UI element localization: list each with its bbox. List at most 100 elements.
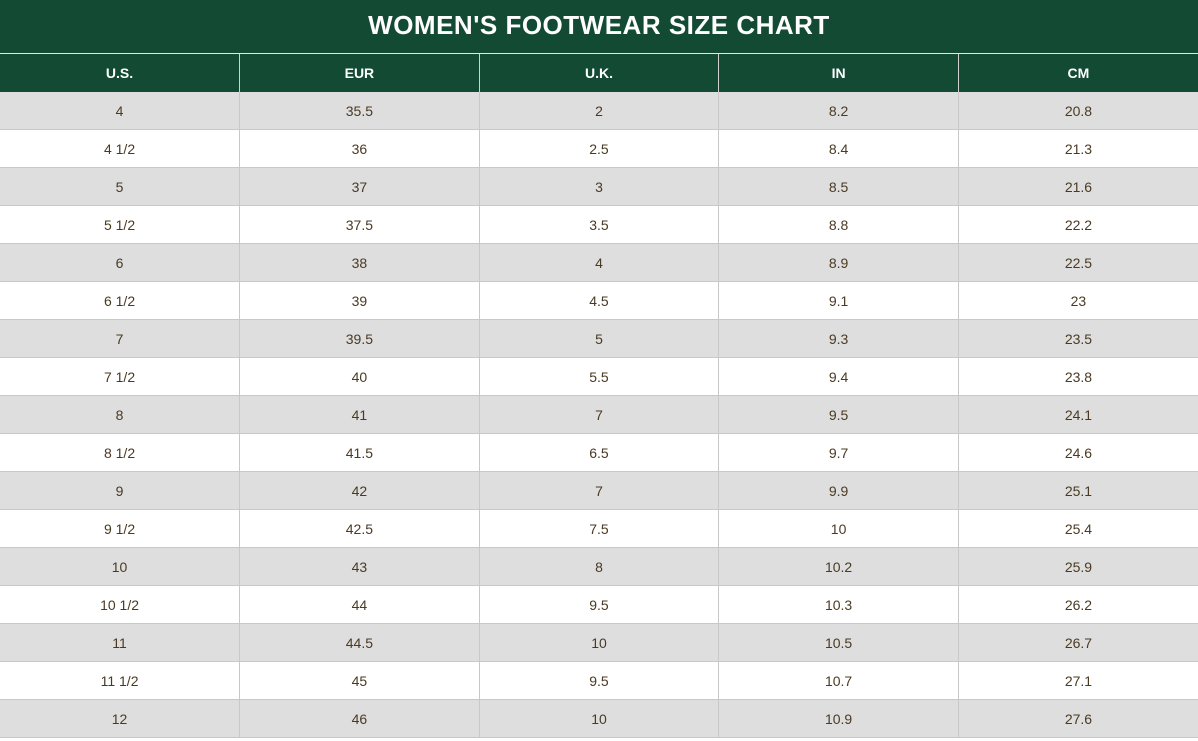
table-cell: 38 <box>239 243 480 282</box>
table-cell: 2 <box>478 92 719 130</box>
table-row: 11 44.5 10 10.5 26.7 <box>0 623 1198 662</box>
table-cell: 12 <box>0 699 240 738</box>
table-cell: 7.5 <box>478 509 719 548</box>
table-cell: 24.1 <box>957 395 1198 434</box>
table-cell: 23.8 <box>957 357 1198 396</box>
table-cell: 44 <box>239 585 480 624</box>
table-cell: 9.3 <box>718 319 959 358</box>
table-cell: 21.6 <box>957 167 1198 206</box>
table-cell: 24.6 <box>957 433 1198 472</box>
table-cell: 9 1/2 <box>0 509 240 548</box>
table-row: 7 39.5 5 9.3 23.5 <box>0 319 1198 358</box>
table-cell: 10 <box>478 623 719 662</box>
table-row: 7 1/2 40 5.5 9.4 23.8 <box>0 357 1198 396</box>
table-cell: 9 <box>0 471 240 510</box>
table-cell: 44.5 <box>239 623 480 662</box>
table-cell: 11 <box>0 623 240 662</box>
table-cell: 9.5 <box>478 661 719 700</box>
table-cell: 45 <box>239 661 480 700</box>
table-cell: 41 <box>239 395 480 434</box>
table-cell: 25.1 <box>957 471 1198 510</box>
table-row: 8 1/2 41.5 6.5 9.7 24.6 <box>0 433 1198 472</box>
table-cell: 35.5 <box>239 92 480 130</box>
table-cell: 10.9 <box>718 699 959 738</box>
table-row: 12 46 10 10.9 27.6 <box>0 699 1198 738</box>
title: WOMEN'S FOOTWEAR SIZE CHART <box>0 0 1198 54</box>
table-cell: 9.5 <box>478 585 719 624</box>
table-cell: 41.5 <box>239 433 480 472</box>
table-cell: 10 <box>0 547 240 586</box>
table-cell: 7 <box>478 471 719 510</box>
table-cell: 25.9 <box>957 547 1198 586</box>
table-cell: 5.5 <box>478 357 719 396</box>
table-cell: 26.7 <box>957 623 1198 662</box>
table-row: 4 35.5 2 8.2 20.8 <box>0 92 1198 130</box>
table-cell: 22.5 <box>957 243 1198 282</box>
table-row: 9 42 7 9.9 25.1 <box>0 471 1198 510</box>
table-cell: 9.5 <box>718 395 959 434</box>
table-cell: 4 <box>478 243 719 282</box>
table-cell: 8.2 <box>718 92 959 130</box>
table-cell: 8 <box>478 547 719 586</box>
table-cell: 20.8 <box>957 92 1198 130</box>
table-cell: 46 <box>239 699 480 738</box>
table-cell: 3 <box>478 167 719 206</box>
table-cell: 5 <box>478 319 719 358</box>
table-cell: 39.5 <box>239 319 480 358</box>
table-cell: 27.1 <box>957 661 1198 700</box>
column-header: U.K. <box>478 54 719 92</box>
table-cell: 10.3 <box>718 585 959 624</box>
table-cell: 10 1/2 <box>0 585 240 624</box>
table-cell: 7 1/2 <box>0 357 240 396</box>
table-cell: 10.5 <box>718 623 959 662</box>
table-cell: 10.7 <box>718 661 959 700</box>
table-body: 4 35.5 2 8.2 20.8 4 1/2 36 2.5 8.4 21.3 5 37 3 8.5 21.… <box>0 92 1198 738</box>
table-cell: 8.8 <box>718 205 959 244</box>
table-cell: 3.5 <box>478 205 719 244</box>
column-header: U.S. <box>0 54 240 92</box>
table-cell: 25.4 <box>957 509 1198 548</box>
table-row: 6 38 4 8.9 22.5 <box>0 243 1198 282</box>
table-cell: 37 <box>239 167 480 206</box>
table-cell: 22.2 <box>957 205 1198 244</box>
table-cell: 4 <box>0 92 240 130</box>
table-row: 11 1/2 45 9.5 10.7 27.1 <box>0 661 1198 700</box>
table-cell: 6 1/2 <box>0 281 240 320</box>
table-cell: 5 1/2 <box>0 205 240 244</box>
table-cell: 10 <box>478 699 719 738</box>
table-row: 8 41 7 9.5 24.1 <box>0 395 1198 434</box>
table-row: 10 1/2 44 9.5 10.3 26.2 <box>0 585 1198 624</box>
table-cell: 9.7 <box>718 433 959 472</box>
table-row: 6 1/2 39 4.5 9.1 23 <box>0 281 1198 320</box>
size-table: U.S. EUR U.K. IN CM 4 35.5 2 8.2 20.8 4 1/2 36 2.5 8… <box>0 54 1198 738</box>
table-cell: 9.9 <box>718 471 959 510</box>
table-cell: 42 <box>239 471 480 510</box>
table-cell: 8 1/2 <box>0 433 240 472</box>
table-cell: 8.4 <box>718 129 959 168</box>
table-cell: 6 <box>0 243 240 282</box>
table-row: 5 37 3 8.5 21.6 <box>0 167 1198 206</box>
table-head: U.S. EUR U.K. IN CM <box>0 54 1198 92</box>
table-cell: 7 <box>478 395 719 434</box>
table-cell: 36 <box>239 129 480 168</box>
table-cell: 37.5 <box>239 205 480 244</box>
table-row: 5 1/2 37.5 3.5 8.8 22.2 <box>0 205 1198 244</box>
table-cell: 27.6 <box>957 699 1198 738</box>
table-cell: 10 <box>718 509 959 548</box>
table-cell: 9.1 <box>718 281 959 320</box>
table-cell: 4.5 <box>478 281 719 320</box>
column-header: EUR <box>239 54 480 92</box>
table-cell: 4 1/2 <box>0 129 240 168</box>
table-cell: 8.9 <box>718 243 959 282</box>
table-row: 4 1/2 36 2.5 8.4 21.3 <box>0 129 1198 168</box>
table-cell: 9.4 <box>718 357 959 396</box>
header-row: U.S. EUR U.K. IN CM <box>0 54 1198 92</box>
table-cell: 7 <box>0 319 240 358</box>
table-row: 10 43 8 10.2 25.9 <box>0 547 1198 586</box>
table-cell: 40 <box>239 357 480 396</box>
table-cell: 8 <box>0 395 240 434</box>
table-cell: 23.5 <box>957 319 1198 358</box>
table-cell: 42.5 <box>239 509 480 548</box>
table-cell: 39 <box>239 281 480 320</box>
